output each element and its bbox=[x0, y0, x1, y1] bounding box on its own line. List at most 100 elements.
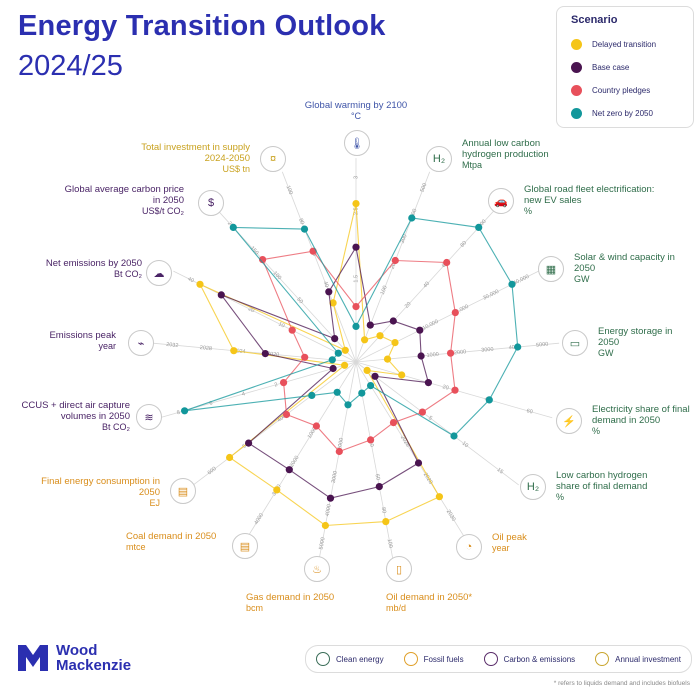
data-point bbox=[329, 299, 337, 307]
data-point bbox=[382, 518, 390, 526]
data-point bbox=[514, 343, 522, 351]
data-point bbox=[367, 382, 375, 390]
wood-mackenzie-logo: Wood Mackenzie bbox=[18, 643, 131, 673]
data-point bbox=[344, 401, 352, 409]
axis-tick-label: 10,000 bbox=[422, 319, 440, 332]
axis-tick-label: 100 bbox=[380, 285, 389, 296]
emissions-icon: ☁ bbox=[146, 260, 172, 286]
series-line bbox=[261, 250, 456, 453]
solar-panel-icon: ▦ bbox=[538, 256, 564, 282]
category-unit: % bbox=[556, 492, 565, 502]
data-point bbox=[417, 352, 425, 360]
price-tag-icon: $ bbox=[198, 190, 224, 216]
document-icon: ▤ bbox=[170, 478, 196, 504]
axis-tick-label: 8 bbox=[176, 410, 181, 417]
axis-tick-label: 2000 bbox=[337, 437, 345, 450]
category-label: Electricity share of final demand in 205… bbox=[592, 404, 696, 437]
data-point bbox=[371, 372, 379, 380]
axis-tick-label: 6 bbox=[209, 400, 214, 407]
category-label: Oil peak year bbox=[492, 532, 552, 554]
data-point bbox=[398, 371, 406, 379]
data-point bbox=[334, 349, 342, 357]
axis-tick-label: 1000 bbox=[426, 352, 439, 359]
data-point bbox=[230, 347, 238, 355]
axis-tick-label: 50 bbox=[295, 297, 304, 306]
axis-tick-label: 80 bbox=[380, 507, 387, 514]
group-legend-label: Fossil fuels bbox=[423, 654, 464, 664]
axis-tick-label: 20 bbox=[404, 301, 413, 310]
data-point bbox=[181, 407, 189, 415]
series-line bbox=[219, 245, 430, 499]
category-name: Gas demand in 2050 bbox=[246, 592, 335, 603]
ring-icon bbox=[483, 652, 498, 666]
category-label: Global road fleet electrification: new E… bbox=[524, 184, 674, 217]
data-point bbox=[358, 389, 366, 397]
legend-label: Net zero by 2050 bbox=[592, 109, 653, 118]
category-name: Energy storage in 2050 bbox=[598, 326, 673, 348]
data-point bbox=[508, 280, 516, 288]
data-point bbox=[418, 408, 426, 416]
ev-car-icon: 🚗 bbox=[488, 188, 514, 214]
axis-tick-label: 5000 bbox=[536, 342, 549, 349]
axis-tick-label: 20 bbox=[247, 306, 255, 314]
axis-line bbox=[281, 171, 357, 363]
data-point bbox=[326, 494, 335, 502]
category-unit: % bbox=[524, 206, 533, 216]
air-capture-icon: ≋ bbox=[136, 404, 162, 430]
data-point bbox=[331, 335, 339, 343]
axis-tick-label: 100 bbox=[386, 538, 394, 548]
data-point bbox=[321, 521, 329, 530]
data-point bbox=[389, 317, 397, 325]
data-point bbox=[352, 322, 360, 330]
category-name: Global warming by 2100 bbox=[304, 100, 408, 111]
data-point bbox=[352, 303, 360, 311]
group-legend-label: Annual investment bbox=[615, 654, 681, 664]
legend-item-pledges: Country pledges bbox=[571, 85, 650, 96]
data-point bbox=[443, 258, 451, 267]
ring-icon bbox=[315, 652, 330, 666]
category-unit: GW bbox=[574, 274, 590, 284]
category-name: Global road fleet electrification: new E… bbox=[524, 184, 655, 206]
category-name: Coal demand in 2050 bbox=[126, 531, 217, 542]
category-name: Solar & wind capacity in 2050 bbox=[574, 252, 675, 274]
money-icon: ¤ bbox=[260, 146, 286, 172]
axis-tick-label: 200 bbox=[390, 259, 399, 270]
ring-icon bbox=[403, 652, 418, 666]
category-name: Emissions peak bbox=[49, 330, 116, 341]
axis-tick-label: 2 bbox=[274, 382, 279, 389]
axis-tick-label: 15 bbox=[496, 467, 505, 475]
data-point bbox=[245, 439, 253, 447]
axis-tick-label: 100 bbox=[285, 185, 294, 196]
logo-text-line1: Wood bbox=[56, 642, 98, 659]
data-point bbox=[273, 486, 281, 494]
axis-tick-label: 150 bbox=[249, 245, 260, 256]
category-name: CCUS + direct air capture volumes in 205… bbox=[21, 400, 131, 422]
axis-tick-label: 40 bbox=[322, 281, 330, 289]
data-point bbox=[335, 447, 343, 456]
group-legend-clean: Clean energy bbox=[315, 652, 384, 666]
legend-item-delayed: Delayed transition bbox=[571, 39, 656, 50]
category-label: Net emissions by 2050 Bt CO₂ bbox=[32, 258, 142, 280]
data-point bbox=[424, 379, 432, 387]
axis-tick-label: 1.5 bbox=[353, 275, 359, 283]
data-point bbox=[288, 326, 296, 334]
axis-tick-label: 10 bbox=[277, 321, 285, 329]
category-unit: year bbox=[98, 341, 116, 351]
group-legend-invest: Annual investment bbox=[595, 652, 681, 666]
data-point bbox=[447, 349, 455, 357]
oil-drop-icon: ◔ bbox=[456, 534, 482, 560]
axis-line bbox=[355, 270, 539, 363]
page-subtitle: 2024/25 bbox=[18, 50, 123, 82]
legend-dot bbox=[571, 39, 582, 50]
data-point bbox=[325, 288, 333, 296]
axis-tick-label: 2000 bbox=[289, 455, 301, 469]
category-label: Low carbon hydrogen share of final deman… bbox=[556, 470, 666, 503]
coal-cart-icon: ▤ bbox=[232, 533, 258, 559]
radar-chart: 1.522.531002003004005002040608010010,000… bbox=[152, 158, 560, 563]
category-unit: year bbox=[492, 543, 510, 553]
category-unit: mtce bbox=[126, 542, 146, 552]
axis-tick-label: 20 bbox=[442, 384, 450, 391]
data-point bbox=[196, 280, 204, 288]
legend-label: Country pledges bbox=[592, 86, 651, 95]
legend-dot bbox=[571, 85, 582, 96]
